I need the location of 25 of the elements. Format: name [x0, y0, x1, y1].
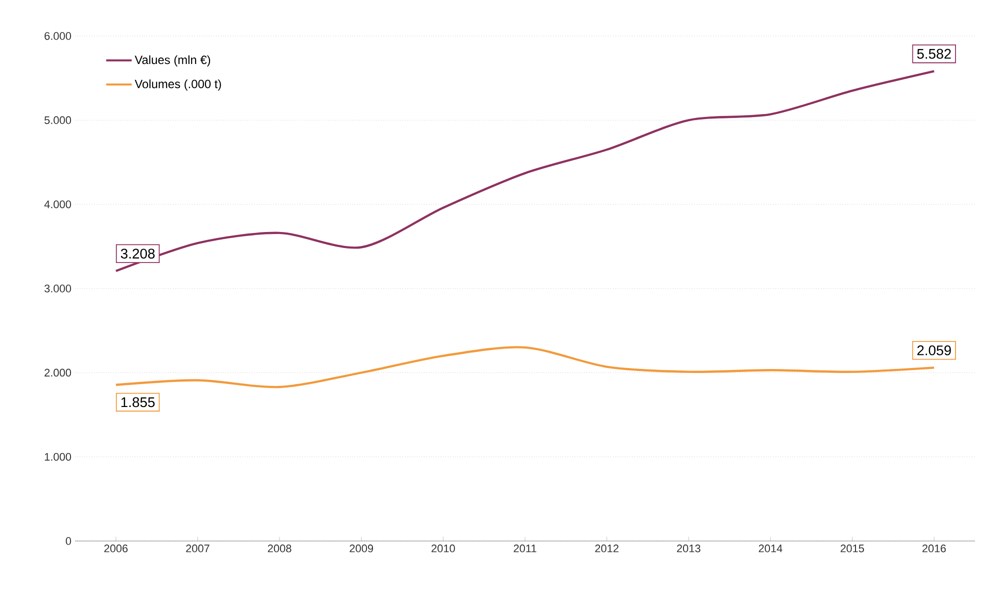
y-tick-label: 3.000: [44, 284, 72, 292]
x-tick-label: 2014: [758, 544, 782, 552]
data-label: 2.059: [917, 345, 951, 356]
x-tick-label: 2013: [677, 544, 700, 552]
x-tick-label: 2012: [595, 544, 618, 552]
y-tick-label: 2.000: [44, 368, 72, 377]
x-tick-label: 2006: [104, 544, 128, 552]
x-tick-label: 2008: [268, 544, 292, 552]
x-tick-label: 2007: [186, 544, 210, 552]
x-tick-label: 2009: [350, 544, 374, 552]
x-tick-label: 2011: [514, 544, 536, 552]
x-tick-label: 2016: [922, 544, 946, 552]
x-tick-label: 2010: [432, 544, 455, 552]
data-label: 1.855: [121, 397, 155, 408]
data-label: 3.208: [120, 248, 155, 259]
y-tick-label: 6.000: [44, 32, 72, 40]
legend-label: Values (mln €): [134, 55, 210, 66]
legend-label: Volumes (.000 t): [134, 79, 221, 91]
data-label: 5.582: [917, 48, 951, 59]
line-series: [114, 70, 936, 272]
y-tick-label: 1.000: [44, 452, 72, 461]
y-tick-label: 5.000: [44, 116, 72, 124]
y-tick-label: 0: [66, 537, 72, 545]
y-tick-label: 4.000: [44, 200, 72, 208]
x-tick-label: 2015: [840, 544, 864, 552]
